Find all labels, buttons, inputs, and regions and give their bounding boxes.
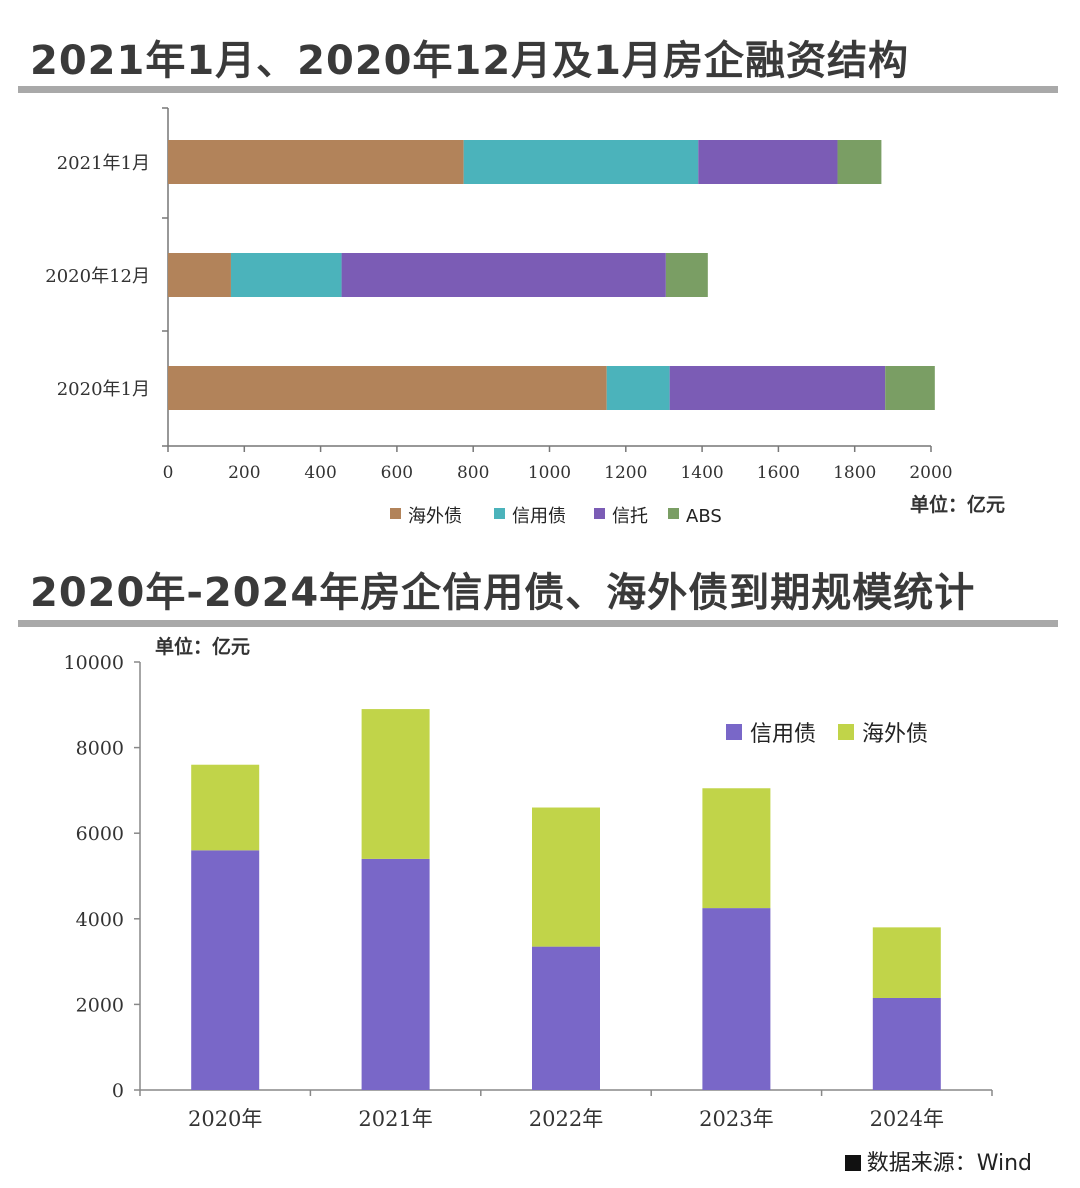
chart2-bar-segment — [191, 764, 260, 851]
chart1-x-tick-label: 600 — [381, 463, 413, 483]
chart2-legend-label: 海外债 — [862, 722, 928, 747]
chart1-bar-segment — [168, 253, 231, 297]
chart2-unit-label: 单位：亿元 — [155, 636, 251, 658]
chart2-bar-segment — [191, 850, 260, 1090]
chart2-title: 2020年-2024年房企信用债、海外债到期规模统计 — [30, 570, 976, 616]
chart1-legend-label: ABS — [686, 506, 722, 527]
chart1-x-tick-label: 400 — [304, 463, 336, 483]
chart2-bar-segment — [872, 927, 941, 998]
chart2-category-label: 2021年 — [358, 1107, 432, 1131]
chart1-bar-segment — [463, 140, 699, 184]
source-text: 数据来源：Wind — [866, 1151, 1032, 1176]
chart2-y-tick-label: 4000 — [76, 909, 124, 931]
chart1-x-tick-label: 1200 — [604, 463, 647, 483]
chart2-y-tick-label: 10000 — [64, 652, 124, 674]
source-note: 数据来源：Wind — [844, 1145, 1032, 1177]
source-square-icon — [844, 1155, 861, 1171]
chart1-x-tick-label: 1000 — [528, 463, 571, 483]
chart2-y-tick-label: 6000 — [76, 823, 124, 845]
chart2-category-label: 2022年 — [529, 1107, 603, 1131]
chart2-bar-segment — [702, 788, 771, 909]
chart1-bar-segment — [885, 366, 935, 410]
chart1-legend-swatch — [390, 508, 401, 519]
chart1-category-label: 2020年1月 — [57, 379, 150, 400]
chart1-bar-segment — [698, 140, 838, 184]
chart1-x-tick-label: 0 — [163, 463, 174, 483]
chart1-title: 2021年1月、2020年12月及1月房企融资结构 — [30, 38, 909, 84]
chart1-horizontal-stacked-bar: 0 200 400 600 800 1000 1200 1400 1600 1800 2000 202… — [45, 107, 953, 527]
chart2-legend-label: 信用债 — [750, 722, 816, 747]
chart1-bar-segment — [168, 140, 464, 184]
chart1-legend-swatch — [668, 508, 679, 519]
chart2-legend-swatch — [838, 724, 854, 740]
chart2-bar-segment — [532, 807, 600, 947]
chart1-bar-segment — [606, 366, 670, 410]
chart1-legend-swatch — [594, 508, 605, 519]
chart1-legend-swatch — [494, 508, 505, 519]
chart1-x-tick-label: 1800 — [833, 463, 876, 483]
chart1-unit-label: 单位：亿元 — [910, 494, 1006, 516]
chart1-title-rule — [18, 86, 1058, 93]
chart1-x-tick-label: 800 — [457, 463, 489, 483]
chart1-legend-label: 信托 — [612, 506, 648, 527]
chart2-y-tick-label: 2000 — [76, 994, 124, 1016]
chart1-bar-segment — [230, 253, 342, 297]
chart1-bar-segment — [837, 140, 882, 184]
chart1-x-tick-label: 2000 — [909, 463, 952, 483]
chart2-title-rule — [18, 620, 1058, 627]
chart1-bar-segment — [341, 253, 666, 297]
chart1-x-tick-label: 1600 — [757, 463, 800, 483]
chart1-legend-label: 信用债 — [512, 506, 566, 527]
chart2-bar-segment — [872, 997, 941, 1090]
chart2-legend-swatch — [726, 724, 742, 740]
chart2-y-tick-label: 0 — [112, 1080, 124, 1102]
chart2-y-tick-label: 8000 — [76, 738, 124, 760]
chart1-x-tick-label: 200 — [228, 463, 260, 483]
chart2-bar-segment — [702, 908, 771, 1090]
chart1-bar-segment — [168, 366, 607, 410]
chart2-bar-segment — [532, 946, 600, 1090]
chart1-bar-segment — [669, 366, 886, 410]
chart1-category-label: 2020年12月 — [45, 266, 150, 287]
chart2-category-label: 2020年 — [188, 1107, 262, 1131]
chart2-category-label: 2023年 — [699, 1107, 773, 1131]
chart1-legend-label: 海外债 — [408, 506, 462, 527]
chart2-bar-segment — [361, 709, 430, 859]
chart2-category-label: 2024年 — [870, 1107, 944, 1131]
chart1-category-label: 2021年1月 — [57, 153, 150, 174]
chart1-x-tick-label: 1400 — [680, 463, 723, 483]
chart2-bar-segment — [361, 858, 430, 1090]
chart1-bar-segment — [665, 253, 708, 297]
